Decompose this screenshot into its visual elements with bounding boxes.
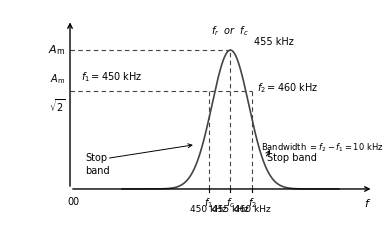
Text: 0: 0: [67, 197, 73, 207]
Text: band: band: [85, 166, 110, 176]
Text: 460 kHz: 460 kHz: [234, 205, 270, 214]
Text: Stop band: Stop band: [267, 153, 317, 163]
Text: $f_r$  or  $f_c$: $f_r$ or $f_c$: [211, 24, 249, 38]
Text: $A_{\mathrm{m}}$: $A_{\mathrm{m}}$: [49, 43, 66, 57]
Text: 0: 0: [72, 197, 78, 207]
Text: $f$: $f$: [364, 197, 371, 209]
Text: $f_1 = 450$ kHz: $f_1 = 450$ kHz: [81, 70, 142, 84]
Text: $f_1$: $f_1$: [204, 197, 213, 210]
Text: Bandwidth $= f_2 - f_1 = 10$ kHz: Bandwidth $= f_2 - f_1 = 10$ kHz: [261, 141, 383, 153]
Text: Stop: Stop: [85, 153, 107, 163]
Text: 450 kHz: 450 kHz: [190, 205, 227, 214]
Text: $\sqrt{2}$: $\sqrt{2}$: [49, 97, 66, 114]
Text: $f_c$: $f_c$: [226, 197, 235, 210]
Text: $f_2 = 460$ kHz: $f_2 = 460$ kHz: [257, 81, 319, 95]
Text: 455 kHz: 455 kHz: [212, 205, 249, 214]
Text: 455 kHz: 455 kHz: [254, 37, 294, 47]
Text: $A_{\mathrm{m}}$: $A_{\mathrm{m}}$: [51, 72, 66, 86]
Text: $f_2$: $f_2$: [247, 197, 257, 210]
